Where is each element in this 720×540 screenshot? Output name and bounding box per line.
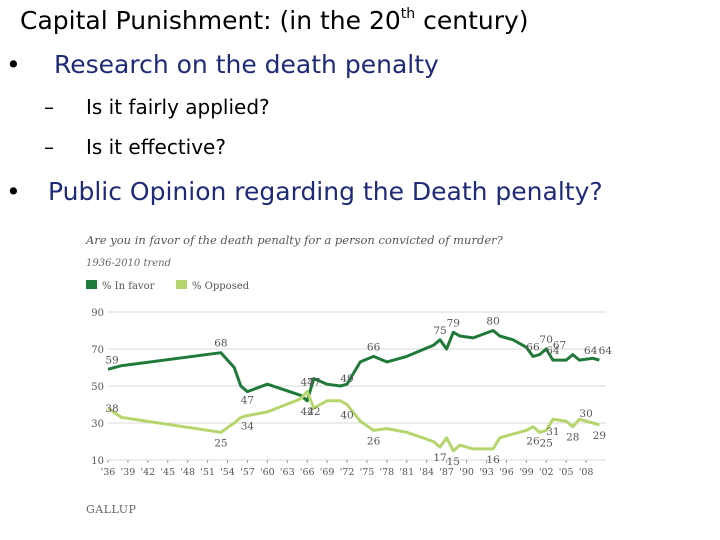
- x-tick-label: '87: [439, 467, 454, 478]
- y-tick-label: 90: [91, 308, 104, 319]
- data-label-opposed: 42: [307, 406, 320, 418]
- data-label-favor: 70: [540, 334, 553, 346]
- series-line-favor: [107, 329, 600, 403]
- legend-opposed-label: % Opposed: [192, 281, 250, 292]
- x-tick-label: '66: [300, 467, 315, 478]
- data-label-opposed: 34: [241, 421, 255, 433]
- y-tick-label: 10: [91, 456, 104, 467]
- slide-title: Capital Punishment: (in the 20th century…: [20, 6, 529, 35]
- data-label-favor: 67: [553, 340, 566, 352]
- data-label-opposed: 30: [579, 408, 592, 420]
- data-label-opposed: 40: [340, 410, 353, 422]
- x-tick-label: '42: [140, 467, 155, 478]
- x-tick-label: '99: [519, 467, 534, 478]
- chart-title: Are you in favor of the death penalty fo…: [85, 233, 504, 247]
- data-label-favor: 64: [584, 345, 598, 357]
- chart-grid: [108, 311, 606, 461]
- x-tick-label: '96: [499, 467, 514, 478]
- x-tick-label: '39: [121, 467, 136, 478]
- x-tick-label: '72: [340, 467, 355, 478]
- data-label-opposed: 25: [540, 437, 553, 449]
- data-label-opposed: 26: [367, 435, 381, 447]
- x-tick-label: '45: [160, 467, 175, 478]
- gallup-death-penalty-chart: Are you in favor of the death penalty fo…: [85, 233, 612, 516]
- sub-bullet-fairly-applied: – Is it fairly applied?: [44, 95, 270, 119]
- x-tick-label: '36: [101, 467, 116, 478]
- series-lines: [107, 329, 600, 453]
- title-main: Capital Punishment: (in the 20: [20, 6, 401, 35]
- sub-bullet-text: Is it fairly applied?: [86, 95, 270, 119]
- chart-subtitle: 1936-2010 trend: [86, 258, 171, 269]
- x-tick-label: '02: [539, 467, 554, 478]
- x-axis-ticks: '36 '39 '42 '45 '48 '51 '54 '57 '60 '63 '66 '69 '72 '…: [101, 460, 594, 478]
- sub-bullet-text: Is it effective?: [86, 135, 226, 159]
- bullet-research: • Research on the death penalty: [6, 50, 439, 79]
- y-tick-label: 70: [91, 345, 104, 356]
- x-tick-label: '05: [559, 467, 574, 478]
- bullet-glyph: •: [6, 50, 21, 79]
- data-label-opposed: 25: [214, 437, 227, 449]
- sub-bullet-effective: – Is it effective?: [44, 135, 226, 159]
- legend-favor-swatch: [86, 280, 97, 289]
- data-label-opposed: 29: [593, 430, 606, 442]
- x-tick-label: '51: [200, 467, 215, 478]
- data-label-favor: 59: [105, 354, 118, 366]
- data-label-favor: 68: [214, 338, 227, 350]
- data-label-opposed: 15: [447, 456, 460, 468]
- x-tick-label: '93: [479, 467, 494, 478]
- data-label-favor: 47: [307, 377, 320, 389]
- bullet-public-opinion: • Public Opinion regarding the Death pena…: [6, 177, 603, 206]
- chart-source: GALLUP: [86, 503, 137, 516]
- x-tick-label: '48: [180, 467, 195, 478]
- data-label-favor: 79: [447, 317, 460, 329]
- x-tick-label: '60: [260, 467, 275, 478]
- x-tick-label: '90: [459, 467, 474, 478]
- data-label-favor: 75: [433, 325, 446, 337]
- dash-glyph: –: [44, 95, 54, 119]
- data-label-favor: 66: [367, 341, 381, 353]
- legend-favor-label: % In favor: [102, 281, 155, 292]
- data-label-opposed: 16: [486, 454, 500, 466]
- dash-glyph: –: [44, 135, 54, 159]
- data-label-favor: 80: [486, 316, 499, 328]
- x-tick-label: '69: [320, 467, 335, 478]
- data-label-favor: 49: [340, 373, 353, 385]
- title-rest: century): [415, 6, 529, 35]
- x-tick-label: '63: [280, 467, 295, 478]
- bullet-research-text: Research on the death penalty: [54, 50, 439, 79]
- data-label-opposed: 28: [566, 432, 579, 444]
- x-tick-label: '08: [579, 467, 594, 478]
- data-label-favor: 66: [526, 341, 540, 353]
- data-label-opposed: 26: [526, 435, 540, 447]
- data-label-favor: 42: [301, 406, 314, 418]
- data-label-opposed: 38: [105, 403, 118, 415]
- data-label-opposed: 31: [546, 426, 559, 438]
- y-tick-label: 50: [91, 382, 104, 393]
- data-label-opposed: 17: [433, 452, 446, 464]
- bullet-glyph: •: [6, 177, 21, 206]
- series-line-opposed: [107, 390, 600, 453]
- y-axis-ticks: 90 70 50 30 10: [91, 308, 104, 467]
- data-label-opposed: 47: [301, 377, 314, 389]
- y-tick-label: 30: [91, 419, 104, 430]
- x-tick-label: '78: [380, 467, 395, 478]
- data-label-favor: 64: [599, 345, 613, 357]
- x-tick-label: '81: [399, 467, 414, 478]
- x-tick-label: '57: [240, 467, 255, 478]
- x-tick-label: '84: [419, 467, 434, 478]
- data-label-favor: 64: [546, 345, 560, 357]
- x-tick-label: '75: [360, 467, 375, 478]
- bullet-public-opinion-text: Public Opinion regarding the Death penal…: [48, 177, 603, 206]
- x-tick-label: '54: [220, 467, 235, 478]
- legend-opposed-swatch: [176, 280, 187, 289]
- title-superscript: th: [400, 6, 416, 22]
- data-label-favor: 47: [241, 395, 254, 407]
